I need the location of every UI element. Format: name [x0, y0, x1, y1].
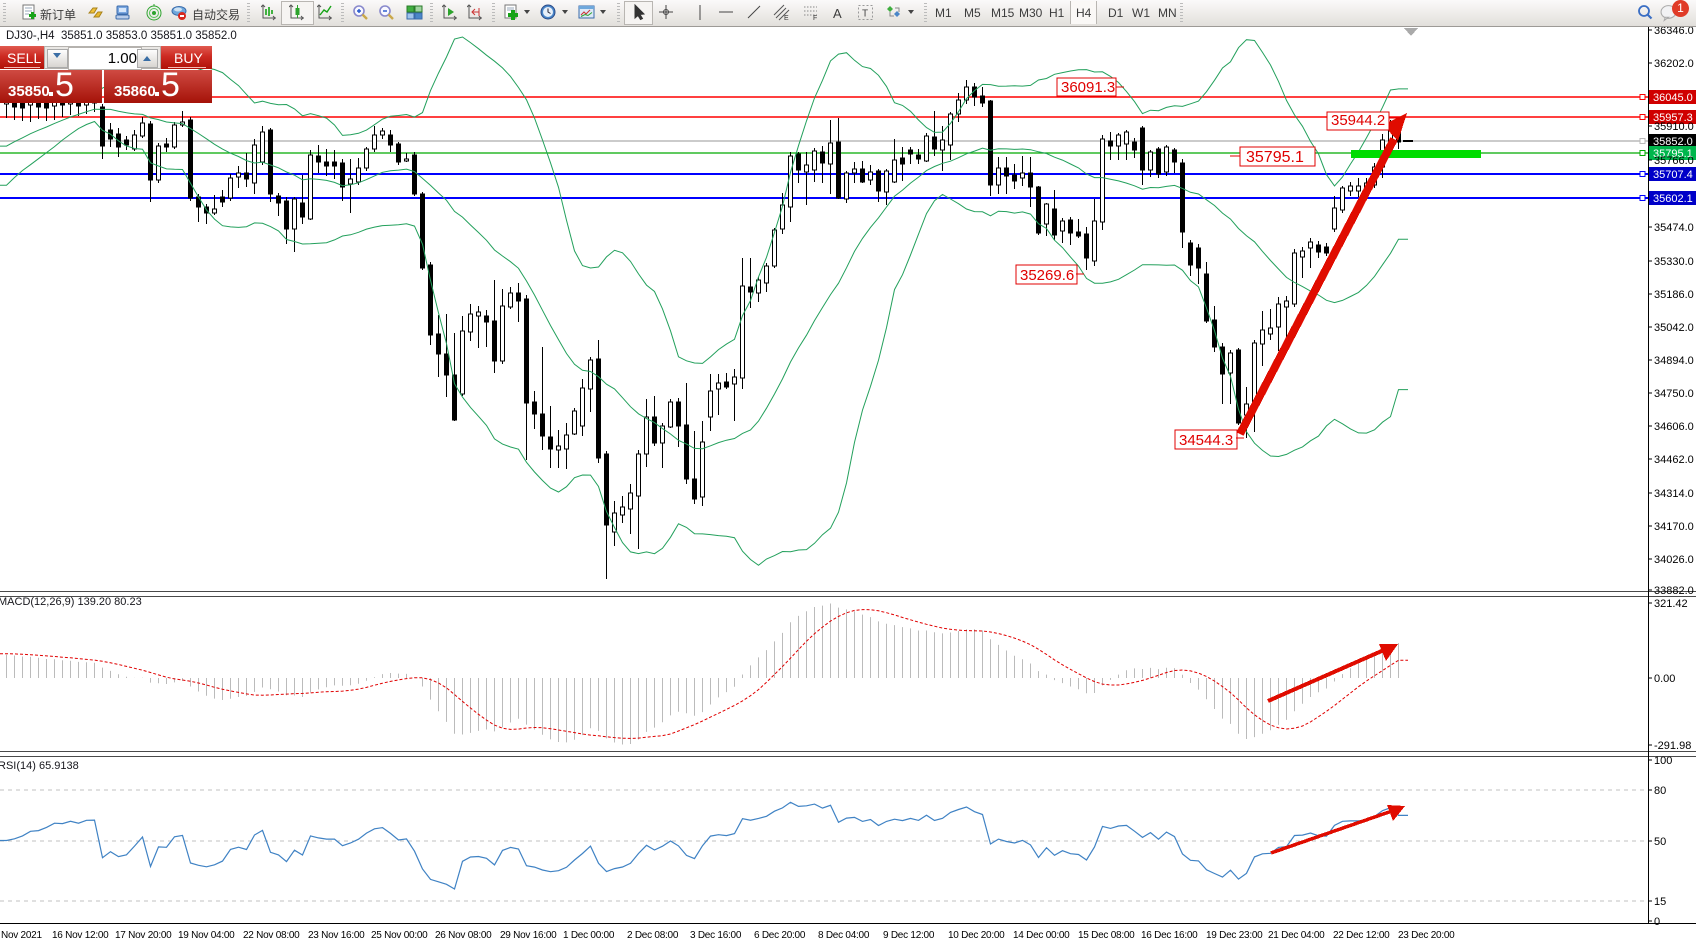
svg-text:14 Dec 00:00: 14 Dec 00:00: [1013, 930, 1070, 941]
svg-text:35602.1: 35602.1: [1653, 193, 1693, 205]
svg-text:34606.0: 34606.0: [1654, 421, 1694, 433]
svg-text:22 Dec 12:00: 22 Dec 12:00: [1333, 930, 1390, 941]
svg-text:MACD(12,26,9) 139.20 80.23: MACD(12,26,9) 139.20 80.23: [0, 596, 142, 608]
svg-text:35042.0: 35042.0: [1654, 322, 1694, 334]
svg-text:34894.0: 34894.0: [1654, 355, 1694, 367]
svg-text:321.42: 321.42: [1654, 598, 1688, 610]
svg-text:34314.0: 34314.0: [1654, 488, 1694, 500]
svg-text:26 Nov 08:00: 26 Nov 08:00: [435, 930, 492, 941]
svg-text:34026.0: 34026.0: [1654, 554, 1694, 566]
svg-text:F: F: [813, 15, 817, 21]
svg-text:35707.4: 35707.4: [1653, 169, 1693, 181]
svg-text:19 Dec 23:00: 19 Dec 23:00: [1206, 930, 1263, 941]
svg-text:23 Dec 20:00: 23 Dec 20:00: [1398, 930, 1455, 941]
svg-text:35766.0: 35766.0: [1654, 155, 1694, 167]
svg-text:T: T: [862, 9, 868, 20]
svg-text:35957.3: 35957.3: [1653, 112, 1693, 124]
svg-text:Nov 2021: Nov 2021: [1, 930, 42, 941]
svg-text:35474.0: 35474.0: [1654, 222, 1694, 234]
svg-text:34750.0: 34750.0: [1654, 388, 1694, 400]
svg-text:16 Dec 16:00: 16 Dec 16:00: [1141, 930, 1198, 941]
svg-text:0.00: 0.00: [1654, 673, 1675, 685]
svg-text:36045.0: 36045.0: [1653, 92, 1693, 104]
svg-text:33882.0: 33882.0: [1654, 585, 1694, 597]
svg-text:RSI(14) 65.9138: RSI(14) 65.9138: [0, 760, 79, 772]
svg-text:100: 100: [1654, 755, 1672, 767]
svg-text:19 Nov 04:00: 19 Nov 04:00: [178, 930, 235, 941]
svg-text:35186.0: 35186.0: [1654, 289, 1694, 301]
svg-text:50: 50: [1654, 836, 1666, 848]
svg-text:36091.3: 36091.3: [1061, 79, 1115, 96]
svg-text:35269.6: 35269.6: [1020, 267, 1074, 284]
svg-text:9 Dec 12:00: 9 Dec 12:00: [883, 930, 935, 941]
svg-text:35795.1: 35795.1: [1246, 149, 1304, 166]
svg-text:29 Nov 16:00: 29 Nov 16:00: [500, 930, 557, 941]
svg-text:23 Nov 16:00: 23 Nov 16:00: [308, 930, 365, 941]
svg-text:35944.2: 35944.2: [1331, 112, 1385, 129]
svg-text:16 Nov 12:00: 16 Nov 12:00: [52, 930, 109, 941]
svg-text:10 Dec 20:00: 10 Dec 20:00: [948, 930, 1005, 941]
svg-text:3 Dec 16:00: 3 Dec 16:00: [690, 930, 742, 941]
svg-text:2 Dec 08:00: 2 Dec 08:00: [627, 930, 679, 941]
svg-text:21 Dec 04:00: 21 Dec 04:00: [1268, 930, 1325, 941]
svg-text:15: 15: [1654, 896, 1666, 908]
svg-text:36346.0: 36346.0: [1654, 25, 1694, 37]
svg-text:DJ30-,H4 35851.0 35853.0 3585: DJ30-,H4 35851.0 35853.0 35851.0 35852.0: [6, 30, 237, 42]
svg-text:15 Dec 08:00: 15 Dec 08:00: [1078, 930, 1135, 941]
svg-text:6 Dec 20:00: 6 Dec 20:00: [754, 930, 806, 941]
svg-text:34544.3: 34544.3: [1179, 432, 1233, 449]
svg-text:34462.0: 34462.0: [1654, 454, 1694, 466]
svg-text:34170.0: 34170.0: [1654, 521, 1694, 533]
svg-text:E: E: [784, 15, 789, 21]
svg-text:25 Nov 00:00: 25 Nov 00:00: [371, 930, 428, 941]
svg-text:36202.0: 36202.0: [1654, 58, 1694, 70]
svg-text:0: 0: [1654, 916, 1660, 928]
svg-text:80: 80: [1654, 785, 1666, 797]
svg-text:22 Nov 08:00: 22 Nov 08:00: [243, 930, 300, 941]
svg-text:-291.98: -291.98: [1654, 740, 1691, 752]
svg-text:35852.0: 35852.0: [1653, 136, 1693, 148]
svg-text:35330.0: 35330.0: [1654, 256, 1694, 268]
svg-text:35910.0: 35910.0: [1654, 121, 1694, 133]
svg-text:1 Dec 00:00: 1 Dec 00:00: [563, 930, 615, 941]
svg-text:8 Dec 04:00: 8 Dec 04:00: [818, 930, 870, 941]
svg-text:17 Nov 20:00: 17 Nov 20:00: [115, 930, 172, 941]
svg-text:35795.1: 35795.1: [1653, 148, 1693, 160]
